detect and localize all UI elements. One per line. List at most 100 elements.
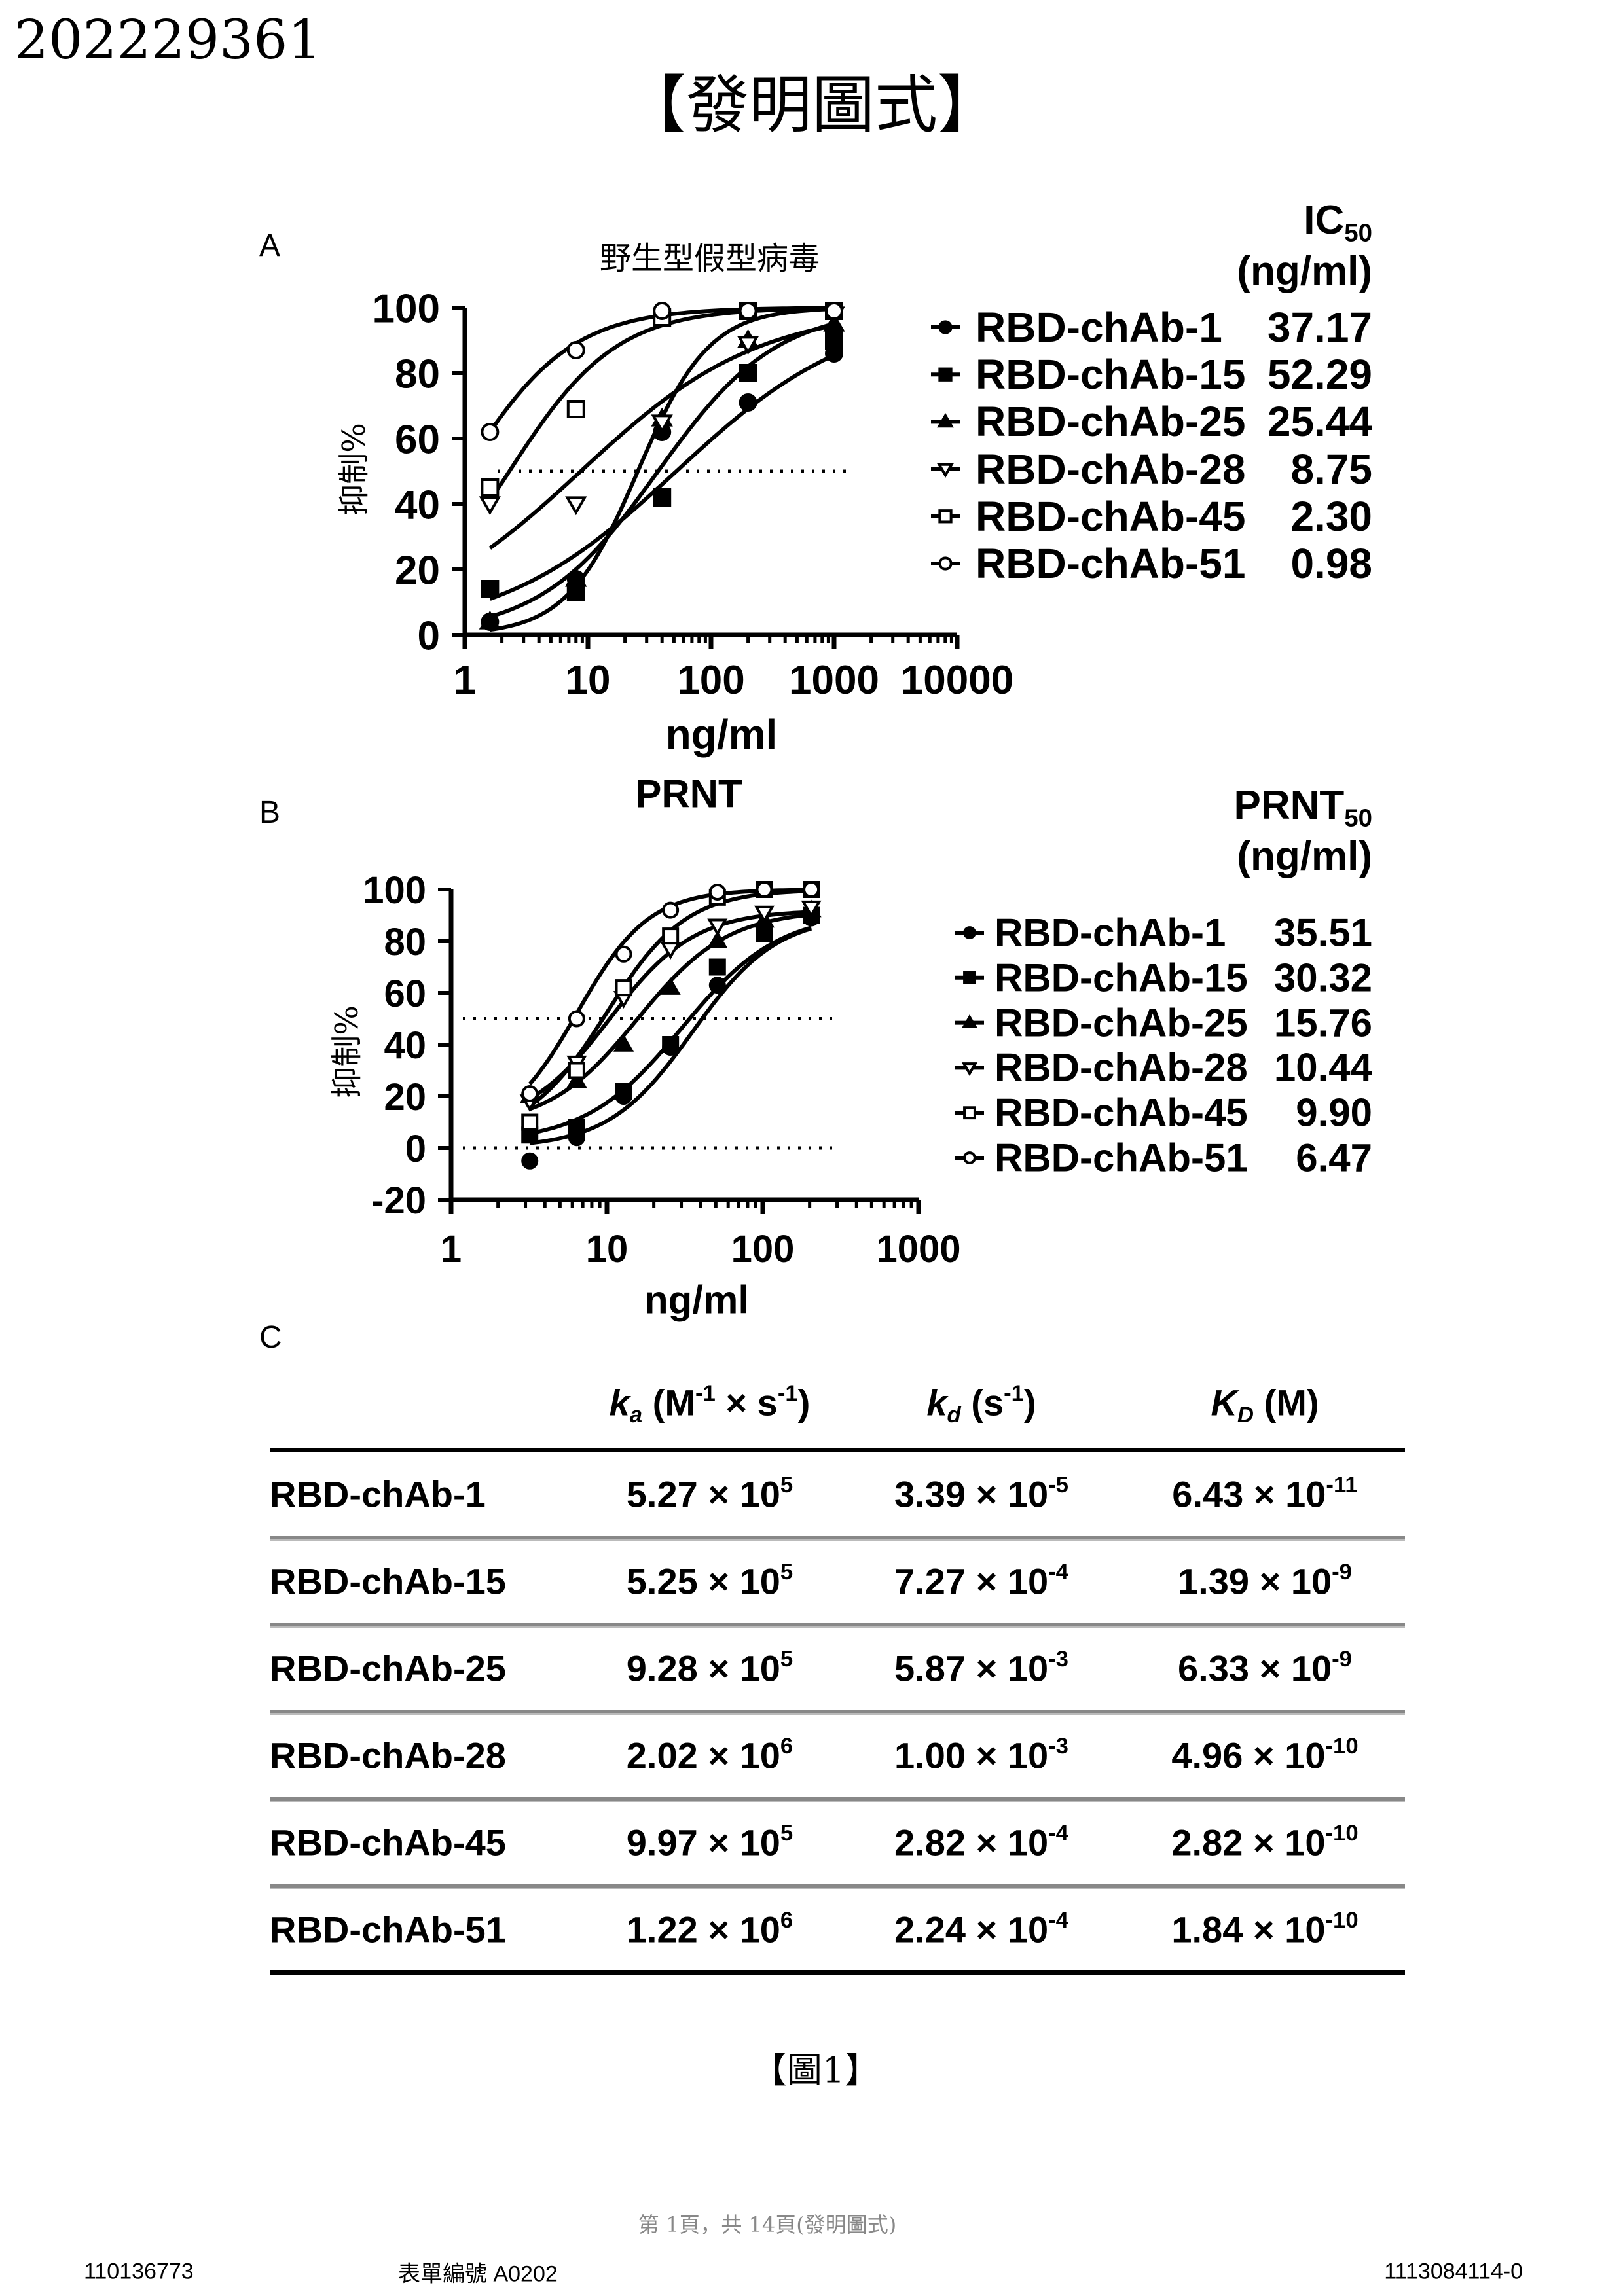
exponent: -5 [1048, 1473, 1068, 1498]
times-sign: × [1260, 1561, 1281, 1602]
KD-unit: (M) [1254, 1382, 1319, 1424]
x-tick-label: 1000 [876, 1228, 960, 1270]
base: 10 [1008, 1822, 1048, 1863]
data-point-RBD-chAb-28 [568, 497, 585, 512]
row-divider [270, 1884, 1405, 1889]
legend-value: 35.51 [1274, 910, 1372, 956]
mantissa: 5.87 [894, 1648, 966, 1689]
data-point-RBD-chAb-15 [570, 1120, 584, 1134]
base: 10 [1008, 1561, 1048, 1602]
mantissa: 6.33 [1178, 1648, 1249, 1689]
mantissa: 5.27 [627, 1474, 698, 1515]
mantissa: 6.43 [1172, 1474, 1243, 1515]
kd-value: 3.39 × 10-5 [894, 1473, 1068, 1516]
base: 10 [1291, 1561, 1332, 1602]
y-tick-label: 60 [395, 417, 440, 462]
x-tick-label: 10000 [901, 658, 1013, 703]
chart-a-xlabel: ng/ml [666, 710, 778, 759]
mantissa: 7.27 [894, 1561, 966, 1602]
header-ka: ka (M-1 × s-1) [610, 1382, 811, 1424]
legend-marker-RBD-chAb-1 [939, 321, 951, 332]
exponent: -11 [1326, 1473, 1357, 1498]
data-point-RBD-chAb-15 [482, 581, 498, 597]
data-point-RBD-chAb-15 [740, 365, 756, 381]
data-point-RBD-chAb-51 [710, 885, 725, 899]
data-point-RBD-chAb-51 [522, 1086, 537, 1101]
times-sign: × [1260, 1648, 1281, 1689]
exponent: 5 [780, 1647, 793, 1672]
data-point-RBD-chAb-45 [663, 929, 678, 943]
times-sign: × [708, 1474, 729, 1515]
times-sign: × [1254, 1474, 1275, 1515]
row-divider [270, 1623, 1405, 1628]
ka-symbol: k [610, 1382, 630, 1424]
y-tick-label: 40 [395, 482, 440, 528]
ic50-subscript: 50 [1344, 219, 1372, 247]
exponent: -4 [1048, 1560, 1068, 1585]
legend-label: RBD-chAb-28 [994, 1045, 1248, 1090]
chart-b-title: PRNT [635, 772, 742, 817]
mantissa: 2.82 [1171, 1822, 1243, 1863]
times-sign: × [976, 1822, 998, 1863]
mantissa: 4.96 [1171, 1735, 1243, 1776]
legend-label: RBD-chAb-25 [976, 397, 1245, 446]
mantissa: 2.82 [894, 1822, 966, 1863]
y-tick-label: 80 [395, 351, 440, 397]
legend-value: 10.44 [1274, 1045, 1372, 1090]
times-sign: × [1253, 1909, 1275, 1950]
base: 10 [740, 1909, 780, 1950]
y-tick-label: 0 [405, 1128, 426, 1170]
base: 10 [740, 1735, 780, 1776]
times-sign: × [708, 1561, 729, 1602]
legend-value: 6.47 [1296, 1136, 1372, 1181]
table-bottom-rule [270, 1970, 1405, 1975]
y-tick-label: 0 [418, 613, 440, 658]
legend-label: RBD-chAb-1 [976, 303, 1222, 351]
x-tick-label: 1 [454, 658, 476, 703]
times-sign: × [1253, 1735, 1275, 1776]
curve-RBD-chAb-15 [490, 355, 834, 599]
times-sign: × [976, 1561, 998, 1602]
kd-sub: d [947, 1403, 961, 1427]
figure-caption: 【圖1】 [752, 2041, 880, 2093]
antibody-name: RBD-chAb-15 [270, 1560, 506, 1603]
base: 10 [740, 1561, 780, 1602]
legend-value: 8.75 [1290, 445, 1372, 493]
row-divider [270, 1710, 1405, 1715]
legend-value: 52.29 [1267, 350, 1372, 399]
x-tick-label: 1000 [789, 658, 879, 703]
data-point-RBD-chAb-45 [617, 980, 631, 995]
base: 10 [1291, 1648, 1332, 1689]
exponent: 6 [780, 1734, 793, 1759]
legend-value: 37.17 [1267, 303, 1372, 351]
mantissa: 2.02 [627, 1735, 698, 1776]
data-point-RBD-chAb-45 [570, 1064, 584, 1078]
chart-a-ylabel: 抑制% [328, 423, 374, 516]
data-point-RBD-chAb-15 [617, 1084, 631, 1098]
data-point-RBD-chAb-51 [570, 1012, 584, 1026]
base: 10 [1285, 1822, 1325, 1863]
ka-value: 5.25 × 105 [627, 1560, 793, 1603]
legend-value: 25.44 [1267, 397, 1372, 446]
ka-value: 1.22 × 106 [627, 1909, 793, 1951]
base: 10 [1008, 1648, 1048, 1689]
footer-form-number: 表單編號 A0202 [398, 2256, 558, 2288]
exponent: -9 [1332, 1560, 1352, 1585]
ic50-unit: (ng/ml) [1237, 246, 1372, 297]
kd-value: 2.24 × 10-4 [894, 1909, 1068, 1951]
mantissa: 1.22 [627, 1909, 698, 1950]
KD-value: 4.96 × 10-10 [1171, 1734, 1358, 1777]
legend-label: RBD-chAb-45 [976, 492, 1245, 541]
footer-right-id: 1113084114-0 [1384, 2259, 1523, 2285]
figure-canvas: 1101001000100000204060801001101001000-20… [0, 0, 1623, 2296]
data-point-RBD-chAb-28 [481, 497, 498, 512]
exponent: -10 [1325, 1734, 1358, 1759]
legend-label: RBD-chAb-28 [976, 445, 1245, 493]
x-tick-label: 100 [731, 1228, 795, 1270]
legend-marker-RBD-chAb-25 [939, 416, 951, 426]
prnt50-subscript: 50 [1344, 804, 1372, 833]
kd-sup: -1 [1004, 1381, 1024, 1406]
exponent: -3 [1048, 1734, 1068, 1759]
y-tick-label: 100 [363, 869, 426, 912]
legend-marker-RBD-chAb-25 [964, 1017, 975, 1027]
